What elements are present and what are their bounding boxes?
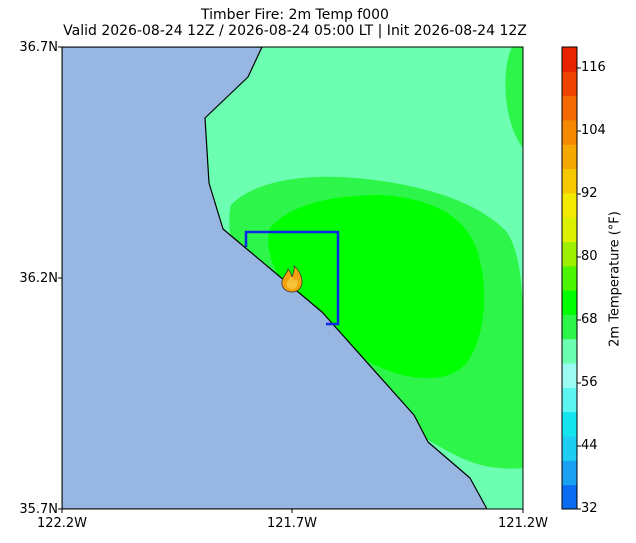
chart-title: Timber Fire: 2m Temp f000 <box>201 7 389 23</box>
colorbar-segment <box>562 314 577 340</box>
fire-domain-box <box>244 230 340 326</box>
colorbar-tick-label: 80 <box>581 249 598 264</box>
colorbar-segment <box>562 168 577 194</box>
map-area <box>62 47 523 509</box>
fire-icon <box>281 264 303 293</box>
colorbar-segment <box>562 192 577 218</box>
temperature-contour-68-74 <box>268 195 485 379</box>
colorbar-segment <box>562 387 577 413</box>
colorbar-segment <box>562 95 577 121</box>
lat-label-mid: 36.2N <box>19 271 58 286</box>
colorbar-segment <box>562 144 577 170</box>
lon-label-mid: 121.7W <box>266 516 318 531</box>
colorbar-segment <box>562 411 577 437</box>
colorbar-segment <box>562 71 577 97</box>
colorbar-segment <box>562 363 577 388</box>
colorbar-segment <box>562 460 577 486</box>
colorbar-tick-label: 92 <box>581 186 598 201</box>
colorbar <box>562 47 577 510</box>
colorbar-segment <box>562 436 577 461</box>
colorbar-segment <box>562 265 577 291</box>
temperature-contour-ne <box>505 47 523 148</box>
colorbar-segment <box>562 217 577 243</box>
colorbar-segment <box>562 290 577 315</box>
colorbar-segment <box>562 119 577 145</box>
lat-label-bottom: 35.7N <box>19 502 58 517</box>
colorbar-segment <box>562 47 577 72</box>
lon-label-left: 122.2W <box>36 516 88 531</box>
chart-subtitle: Valid 2026-08-24 12Z / 2026-08-24 05:00 … <box>63 23 527 39</box>
colorbar-tick-label: 116 <box>581 60 606 75</box>
colorbar-tick-label: 56 <box>581 375 598 390</box>
map-ticks <box>58 46 524 513</box>
lon-label-right: 121.2W <box>497 516 549 531</box>
colorbar-segment <box>562 338 577 364</box>
colorbar-tick-label: 68 <box>581 312 598 327</box>
lat-label-top: 36.7N <box>19 40 58 55</box>
colorbar-tick-label: 104 <box>581 123 606 138</box>
colorbar-segment <box>562 241 577 267</box>
colorbar-segment <box>562 484 577 510</box>
colorbar-tick-label: 32 <box>581 501 598 516</box>
ocean <box>62 47 488 509</box>
colorbar-frame <box>561 46 578 510</box>
colorbar-tick-label: 44 <box>581 438 598 453</box>
colorbar-ticks <box>577 67 581 510</box>
colorbar-label: 2m Temperature (°F) <box>607 211 623 347</box>
